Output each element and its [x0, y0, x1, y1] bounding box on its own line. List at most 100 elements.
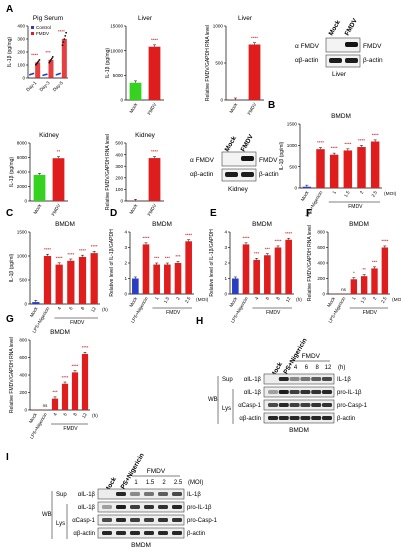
x-tick-label: 8: [72, 412, 78, 417]
unit-label: (MOI): [384, 191, 397, 197]
bar: [55, 264, 63, 304]
blot-time-label: 1.5: [146, 480, 155, 486]
significance-label: ****: [71, 363, 78, 368]
bar: [316, 149, 325, 188]
significance-label: ****: [151, 149, 158, 154]
blot-band: [241, 156, 254, 161]
x-tick-label: Mock: [29, 305, 39, 318]
blot-time-label: 6: [305, 365, 309, 371]
significance-label: ****: [242, 235, 249, 240]
chart-title: Liver: [238, 15, 253, 22]
data-point: [59, 72, 62, 75]
blot-band: [311, 416, 322, 420]
x-tick-label: FMDV: [147, 101, 158, 116]
y-tick-label: 200: [19, 390, 27, 395]
blot-protein-label: FMDV: [259, 157, 278, 164]
blot-time-label: 2.5: [174, 480, 183, 486]
y-tick-label: 4: [224, 230, 227, 235]
blot-band: [289, 416, 300, 420]
bar: [302, 186, 312, 188]
chart-a3: Liver Relative FMDV/GAPDH RNA level 0 500 10…: [205, 15, 264, 116]
blot-lane-label: FMDV: [240, 133, 256, 153]
blot-protein-label: pro-IL-1β: [337, 390, 362, 396]
blot-band: [268, 403, 278, 407]
chart-a5: Kidney IL-1β (pg/mg) 0 2000 4000 6000 8000 Mock…: [9, 132, 68, 217]
bar: [381, 247, 389, 294]
y-tick-label: 1000: [17, 254, 28, 259]
bar: [329, 154, 339, 188]
x-tick-label: 2.5: [371, 190, 379, 198]
significance-label: ****: [381, 239, 388, 244]
bar: [248, 44, 261, 100]
blot-caption: Liver: [332, 71, 347, 78]
blot-band: [225, 172, 238, 177]
bar: [350, 279, 358, 294]
y-tick-label: 3: [124, 245, 127, 250]
blot-antibody-label: αIL-1β: [78, 492, 96, 498]
x-tick-label: 8: [275, 296, 281, 301]
blot-band: [268, 416, 278, 420]
blot-protein-label: pro-Casp-1: [337, 403, 368, 409]
x-tick-label: 1.5: [343, 190, 351, 198]
group-label: FMDV: [266, 310, 281, 316]
blot-band: [289, 403, 300, 407]
significance-label: ****: [358, 138, 365, 143]
panel-letter-i: I: [6, 452, 9, 463]
blot-band: [144, 531, 154, 535]
blot-band: [116, 518, 126, 522]
bar: [148, 158, 161, 201]
blot-band: [311, 403, 322, 407]
blot-band: [172, 531, 182, 535]
chart-a1: Pig Serum IL-1β (pg/mg) 0 100 200 300 400 Day-1…: [7, 15, 68, 92]
blot-lys-label: Lys: [222, 406, 231, 412]
x-tick-label: Day-1: [25, 80, 38, 93]
data-point: [63, 38, 66, 40]
data-point: [64, 34, 67, 37]
blot-wb-label: WB: [42, 512, 52, 518]
y-tick-label: 5000: [113, 73, 124, 78]
significance-label: ***: [372, 259, 378, 264]
bar: [357, 147, 366, 188]
bar: [61, 39, 67, 78]
y-tick-label: 200: [317, 276, 325, 281]
data-point: [38, 59, 41, 61]
significance-label: ***: [45, 50, 51, 55]
bar: [264, 255, 271, 294]
x-tick-label: Mock: [129, 202, 139, 215]
significance-label: ****: [61, 375, 68, 380]
blot-band: [130, 518, 140, 522]
unit-label: (h): [92, 413, 98, 419]
blot-band: [289, 390, 300, 394]
blot-lane-label: Mock: [328, 19, 343, 37]
bar: [185, 241, 192, 294]
significance-label: ****: [185, 232, 192, 237]
bar: [35, 62, 41, 78]
blot-band: [345, 58, 358, 63]
x-tick-label: Mock: [300, 189, 310, 202]
legend-label: FMDV: [36, 31, 50, 36]
blot-band: [322, 390, 332, 394]
blot-antibody-label: αIL-1β: [244, 377, 262, 383]
y-tick-label: 1: [124, 276, 127, 281]
x-tick-label: Day-3: [38, 80, 51, 93]
x-tick-label: 12: [81, 412, 88, 419]
y-tick-label: 3: [224, 245, 227, 250]
blot-band: [144, 492, 154, 496]
blot-band: [345, 42, 358, 47]
blot-membrane: [97, 501, 185, 513]
y-tick-label: 300: [115, 164, 123, 169]
significance-label: ****: [372, 132, 379, 137]
data-point: [50, 58, 52, 61]
x-tick-label: 4: [56, 306, 62, 311]
x-tick-label: Mock: [129, 101, 139, 114]
blot-caption: BMDM: [289, 427, 309, 434]
x-tick-label: 8: [80, 306, 86, 311]
significance-label: ****: [251, 36, 258, 41]
blot-band: [322, 416, 332, 420]
y-tick-label: 500: [289, 164, 297, 169]
x-tick-label: 6: [68, 306, 74, 311]
blot-protein-label: β-actin: [337, 416, 355, 422]
chart-title: Pig Serum: [33, 15, 63, 22]
